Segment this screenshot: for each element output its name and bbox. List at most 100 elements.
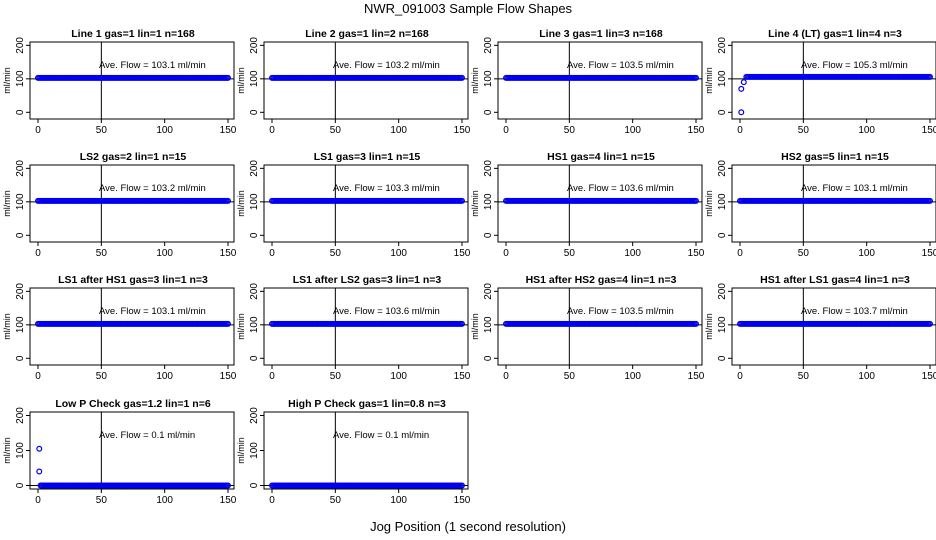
y-tick-label: 100 [15,442,26,459]
figure-x-axis-label: Jog Position (1 second resolution) [370,519,566,534]
y-tick-label: 0 [717,109,728,115]
average-flow-annotation: Ave. Flow = 103.2 ml/min [99,183,206,194]
y-tick-label: 0 [717,355,728,361]
panel-title: LS2 gas=2 lin=1 n=15 [80,151,187,163]
y-tick-label: 200 [717,283,728,300]
x-tick-label: 100 [624,125,641,136]
y-tick-label: 200 [249,37,260,54]
average-flow-annotation: Ave. Flow = 103.2 ml/min [333,60,440,71]
x-tick-label: 0 [35,371,41,382]
panel-title: LS1 gas=3 lin=1 n=15 [314,151,421,163]
x-tick-label: 150 [922,125,936,136]
y-axis-label: ml/min [236,437,246,464]
panel-title: HS1 after LS1 gas=4 lin=1 n=3 [760,274,910,286]
data-point [459,482,466,489]
panel: Line 2 gas=1 lin=2 n=168 0 50 100 150 0 100 200… [236,28,471,136]
panel: HS1 gas=4 lin=1 n=15 0 50 100 150 0 100 200 ml/m… [470,151,705,259]
average-flow-annotation: Ave. Flow = 103.5 ml/min [567,306,674,317]
plot-frame [497,287,703,366]
plot-frame [263,411,469,490]
y-tick-label: 200 [15,37,26,54]
y-tick-label: 100 [15,193,26,210]
plot-frame [731,41,936,120]
y-tick-label: 0 [717,232,728,238]
x-tick-label: 100 [624,248,641,259]
x-tick-label: 0 [269,371,275,382]
data-point [738,85,745,92]
panel-title: Line 3 gas=1 lin=3 n=168 [539,28,663,40]
plot-frame [497,164,703,243]
y-tick-label: 0 [249,109,260,115]
panel-title: HS1 gas=4 lin=1 n=15 [547,151,655,163]
plot-frame [29,411,235,490]
y-tick-label: 200 [483,37,494,54]
y-tick-label: 200 [483,283,494,300]
x-tick-label: 0 [503,125,509,136]
y-axis-label: ml/min [236,67,246,94]
average-flow-annotation: Ave. Flow = 103.3 ml/min [333,183,440,194]
x-tick-label: 100 [390,125,407,136]
y-tick-label: 100 [15,316,26,333]
y-tick-label: 200 [249,407,260,424]
y-tick-label: 200 [15,283,26,300]
x-tick-label: 50 [798,125,810,136]
x-tick-label: 150 [922,248,936,259]
panel: HS1 after HS2 gas=4 lin=1 n=3 0 50 100 150 0 1… [470,274,705,382]
average-flow-annotation: Ave. Flow = 0.1 ml/min [333,430,429,441]
panel-title: HS1 after HS2 gas=4 lin=1 n=3 [526,274,677,286]
y-tick-label: 0 [15,109,26,115]
data-point [36,445,43,452]
x-tick-label: 0 [503,371,509,382]
x-tick-label: 100 [858,248,875,259]
figure-title: NWR_091003 Sample Flow Shapes [363,1,573,16]
panel-title: Line 1 gas=1 lin=1 n=168 [71,28,195,40]
y-tick-label: 200 [249,160,260,177]
y-tick-label: 0 [483,232,494,238]
data-point [926,197,933,204]
x-tick-label: 100 [156,371,173,382]
y-tick-label: 200 [15,407,26,424]
x-tick-label: 50 [330,125,342,136]
plot-frame [731,164,936,243]
y-axis-label: ml/min [704,313,714,340]
y-tick-label: 0 [15,482,26,488]
y-tick-label: 200 [15,160,26,177]
plot-frame [263,164,469,243]
plot-frame [29,164,235,243]
y-tick-label: 0 [15,232,26,238]
data-point [926,73,933,80]
x-tick-label: 100 [858,125,875,136]
x-tick-label: 0 [737,371,743,382]
data-point [926,320,933,327]
x-tick-label: 50 [564,371,576,382]
panel: Low P Check gas=1.2 lin=1 n=6 0 50 100 150 0 1… [2,398,237,506]
y-axis-label: ml/min [2,437,12,464]
data-point [225,482,232,489]
y-axis-label: ml/min [704,67,714,94]
x-tick-label: 0 [35,495,41,506]
x-tick-label: 50 [798,248,810,259]
average-flow-annotation: Ave. Flow = 103.7 ml/min [801,306,908,317]
x-tick-label: 100 [156,125,173,136]
panel: High P Check gas=1 lin=0.8 n=3 0 50 100 150 0… [236,398,471,506]
y-tick-label: 200 [249,283,260,300]
y-axis-label: ml/min [470,190,480,217]
panel: Line 3 gas=1 lin=3 n=168 0 50 100 150 0 100 200… [470,28,705,136]
plot-frame [263,287,469,366]
data-point [36,468,43,475]
average-flow-annotation: Ave. Flow = 105.3 ml/min [801,60,908,71]
y-tick-label: 0 [483,109,494,115]
y-tick-label: 100 [483,316,494,333]
data-point [225,74,232,81]
panel-title: Line 2 gas=1 lin=2 n=168 [305,28,429,40]
x-tick-label: 0 [737,248,743,259]
y-tick-label: 100 [483,70,494,87]
x-tick-label: 150 [688,248,705,259]
data-point [225,197,232,204]
panel: LS1 after LS2 gas=3 lin=1 n=3 0 50 100 150 0 1… [236,274,471,382]
plot-frame [731,287,936,366]
x-tick-label: 50 [798,371,810,382]
x-tick-label: 150 [922,371,936,382]
panel-title: High P Check gas=1 lin=0.8 n=3 [288,398,446,410]
x-tick-label: 50 [96,248,108,259]
